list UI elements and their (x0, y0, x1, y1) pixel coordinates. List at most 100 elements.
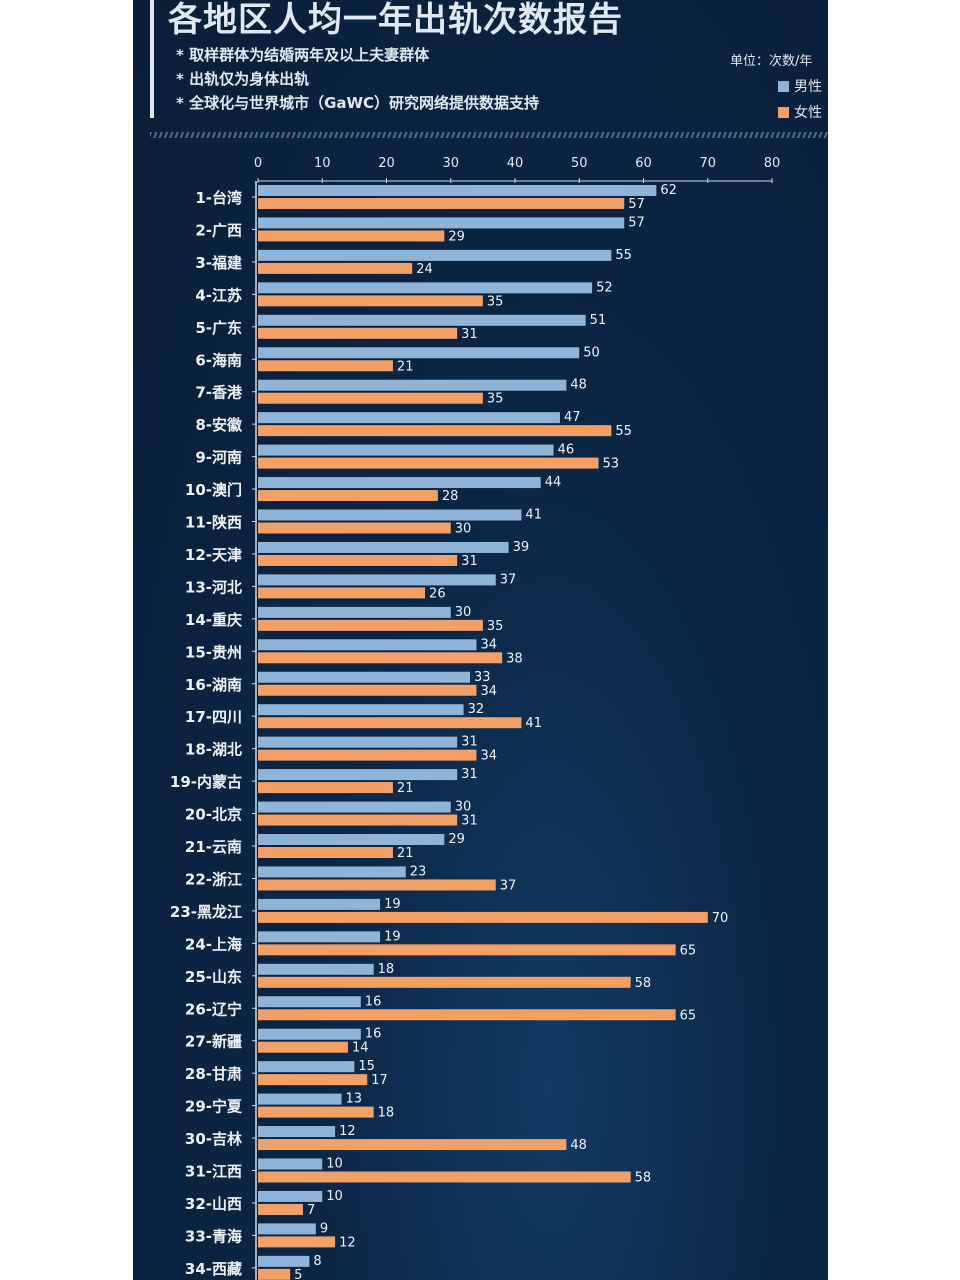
bar-male (258, 834, 445, 845)
bar-female (258, 262, 413, 274)
category-label: 11-陕西 (185, 514, 242, 532)
category-label: 3-福建 (195, 254, 243, 272)
value-label-male: 55 (615, 248, 632, 263)
bar-female (258, 490, 438, 502)
category-label: 15-贵州 (185, 643, 242, 661)
value-label-female: 18 (378, 1106, 395, 1121)
bar-male (258, 1093, 342, 1105)
value-label-female: 53 (603, 457, 620, 472)
bar-female (258, 652, 503, 664)
category-label: 32-山西 (185, 1195, 242, 1213)
value-label-male: 34 (480, 637, 497, 652)
bar-male (258, 1061, 355, 1073)
bar-female (258, 684, 477, 696)
category-label: 25-山东 (185, 968, 242, 986)
bar-male (258, 996, 361, 1008)
value-label-male: 52 (596, 280, 613, 295)
value-label-male: 33 (474, 670, 491, 685)
value-label-female: 21 (397, 781, 414, 796)
bar-female (258, 1203, 303, 1215)
category-label: 21-云南 (185, 838, 242, 856)
x-tick-label: 30 (442, 156, 459, 171)
bar-female (258, 295, 483, 307)
bar-female (258, 911, 708, 923)
value-label-male: 62 (660, 183, 677, 198)
category-label: 14-重庆 (185, 611, 242, 629)
bar-male (258, 866, 406, 878)
bar-male (258, 931, 381, 943)
value-label-male: 10 (326, 1157, 343, 1172)
value-label-male: 12 (339, 1124, 356, 1139)
value-label-female: 57 (628, 197, 645, 212)
category-label: 34-西藏 (185, 1260, 242, 1278)
category-label: 4-江苏 (195, 286, 242, 304)
value-label-male: 15 (358, 1059, 375, 1074)
value-label-female: 65 (680, 1008, 697, 1023)
value-label-female: 31 (461, 814, 478, 829)
bar-female (258, 1106, 374, 1118)
value-label-male: 37 (500, 572, 517, 587)
bar-female (258, 1074, 368, 1086)
value-label-male: 19 (384, 929, 401, 944)
value-label-male: 16 (365, 1027, 382, 1042)
value-label-male: 29 (448, 832, 465, 847)
value-label-female: 38 (506, 651, 523, 666)
category-label: 24-上海 (185, 935, 242, 953)
legend-swatch-female (778, 107, 789, 118)
category-label: 17-四川 (185, 708, 242, 726)
value-label-female: 70 (712, 911, 729, 926)
x-tick-label: 80 (764, 156, 781, 171)
legend-swatch-male (778, 81, 789, 92)
x-tick-label: 50 (571, 156, 588, 171)
x-tick-label: 20 (378, 156, 395, 171)
bar-female (258, 1041, 348, 1053)
value-label-male: 48 (570, 378, 587, 393)
note-1: * 取样群体为结婚两年及以上夫妻群体 (176, 46, 430, 64)
bar-male (258, 1223, 316, 1235)
bar-female (258, 230, 445, 242)
bar-male (258, 769, 458, 781)
x-tick-label: 70 (699, 156, 716, 171)
category-label: 20-北京 (185, 806, 242, 824)
value-label-male: 10 (326, 1189, 343, 1204)
x-tick-label: 40 (507, 156, 524, 171)
category-label: 12-天津 (185, 546, 242, 564)
category-label: 13-河北 (185, 578, 242, 596)
value-label-female: 26 (429, 586, 446, 601)
value-label-female: 21 (397, 359, 414, 374)
bar-male (258, 347, 580, 359)
value-label-female: 14 (352, 1041, 369, 1056)
value-label-female: 55 (615, 424, 632, 439)
note-3: * 全球化与世界城市（GaWC）研究网络提供数据支持 (176, 94, 540, 112)
legend-male: 男性 (778, 76, 822, 96)
category-label: 29-宁夏 (185, 1098, 243, 1116)
category-label: 27-新疆 (185, 1033, 242, 1051)
title-accent-bar (150, 0, 154, 118)
bar-male (258, 282, 593, 294)
bar-female (258, 717, 522, 729)
value-label-female: 17 (371, 1073, 388, 1088)
category-label: 6-海南 (195, 351, 242, 369)
bar-male (258, 704, 464, 716)
value-label-female: 35 (487, 392, 504, 407)
value-label-male: 8 (313, 1254, 321, 1269)
category-label: 16-湖南 (185, 676, 242, 694)
bar-male (258, 185, 657, 196)
bar-female (258, 1236, 336, 1248)
chart-panel (133, 0, 828, 1280)
value-label-female: 30 (455, 522, 472, 537)
value-label-female: 31 (461, 554, 478, 569)
bar-male (258, 541, 509, 553)
bar-male (258, 444, 554, 456)
chart-title: 各地区人均一年出轨次数报告 (168, 0, 623, 40)
bar-female (258, 814, 458, 826)
bar-male (258, 639, 477, 651)
x-tick-label: 10 (314, 156, 331, 171)
category-label: 10-澳门 (185, 481, 242, 499)
value-label-male: 19 (384, 897, 401, 912)
x-tick-label: 60 (635, 156, 652, 171)
bar-male (258, 1028, 361, 1040)
category-label: 31-江西 (185, 1163, 242, 1181)
category-label: 33-青海 (185, 1227, 242, 1245)
value-label-female: 5 (294, 1268, 302, 1280)
